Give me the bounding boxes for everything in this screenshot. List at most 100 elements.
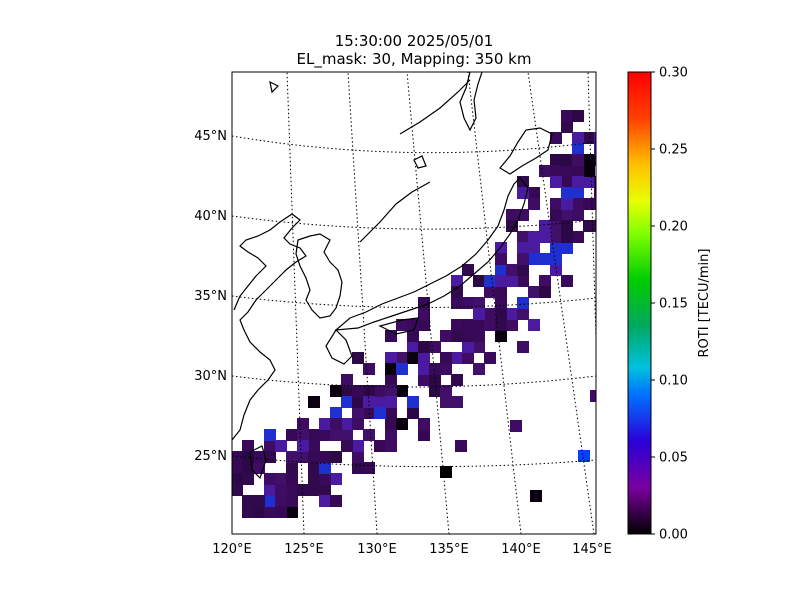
roti-cell [319,462,331,474]
roti-cell [550,132,562,144]
roti-cell [528,253,540,265]
roti-cell [561,176,573,188]
roti-cell [605,132,617,144]
roti-cell [363,462,375,474]
colorbar-tick-label: 0.10 [659,374,688,389]
roti-cell [242,440,254,452]
roti-cell [528,242,540,254]
roti-cell [605,165,617,177]
roti-cell [506,308,518,320]
roti-cell [330,407,342,419]
roti-cell [209,517,221,529]
colorbar-label: ROTI [TECU/min] [697,249,712,358]
roti-cell [286,495,298,507]
roti-cell [605,165,617,177]
roti-cell [539,275,551,287]
roti-cell [616,121,628,133]
lon-tick-label: 145°E [572,542,612,557]
roti-cell [341,374,353,386]
roti-cell [352,462,364,474]
roti-cell [539,220,551,232]
lon-tick-label: 130°E [357,542,397,557]
roti-cell [495,308,507,320]
roti-cell [510,420,522,432]
roti-cell [232,473,243,485]
roti-cell [462,297,474,309]
roti-cell [352,440,364,452]
chart-title-line2: EL_mask: 30, Mapping: 350 km [296,50,532,68]
roti-cell [286,462,298,474]
roti-cell [451,396,463,408]
roti-cell [495,253,507,265]
roti-cell [385,374,397,386]
roti-cell [385,352,397,364]
roti-cell [561,121,573,133]
roti-cell [308,473,320,485]
lat-tick-label: 25°N [194,449,227,464]
roti-cell [484,319,496,331]
roti-cell [407,330,419,342]
roti-cell [275,484,287,496]
lon-tick-label: 125°E [284,542,324,557]
roti-cell [605,121,617,133]
roti-cell [451,352,463,364]
roti-cell [286,506,298,518]
roti-cell [286,484,298,496]
roti-cell [583,165,595,177]
roti-cell [495,319,507,331]
roti-cell [594,143,596,155]
roti-cell [385,418,397,430]
roti-cell [550,253,562,265]
lat-tick-label: 40°N [194,209,227,224]
roti-cell [506,275,518,287]
roti-cell [308,451,320,463]
roti-cell [440,385,452,397]
roti-cell [495,330,507,342]
roti-cell [286,451,298,463]
roti-cell [616,165,628,177]
map-frame [231,71,597,535]
roti-cell [275,506,287,518]
roti-cell [330,385,342,397]
roti-cell [385,429,397,441]
roti-cell [418,363,430,375]
roti-cell [440,396,452,408]
lat-tick-label: 35°N [194,289,227,304]
roti-cell [561,242,573,254]
roti-cell [572,176,584,188]
roti-cell [506,220,518,232]
colorbar-ticks: 0.00 0.05 0.10 0.15 0.20 0.25 0.30 [651,66,688,543]
roti-cell [572,231,584,243]
roti-cell [330,473,342,485]
roti-cell [462,264,474,276]
roti-cell [253,506,265,518]
roti-cell [385,440,397,452]
roti-cell [385,407,397,419]
lon-tick-labels: 120°E 125°E 130°E 135°E 140°E 145°E [212,542,612,557]
roti-cell [572,154,584,166]
roti-cell [561,154,573,166]
roti-cell [275,473,287,485]
colorbar: 0.00 0.05 0.10 0.15 0.20 0.25 0.30 ROTI [TECU/… [627,66,712,543]
roti-cell [264,440,276,452]
roti-cell [429,385,441,397]
roti-cell [319,429,331,441]
roti-cell [319,484,331,496]
roti-cell [462,341,474,353]
roti-cell [264,429,276,441]
roti-cell [242,451,254,463]
roti-cell [605,132,617,144]
roti-cell [462,319,474,331]
roti-cell [594,176,596,188]
roti-cell [319,473,331,485]
roti-cell [352,451,364,463]
roti-cell [374,396,386,408]
roti-cell [308,440,320,452]
roti-cell [297,484,309,496]
roti-cell [220,506,232,518]
roti-cell [275,495,287,507]
roti-cell [253,451,265,463]
roti-cell [352,385,364,397]
roti-cell [473,341,485,353]
